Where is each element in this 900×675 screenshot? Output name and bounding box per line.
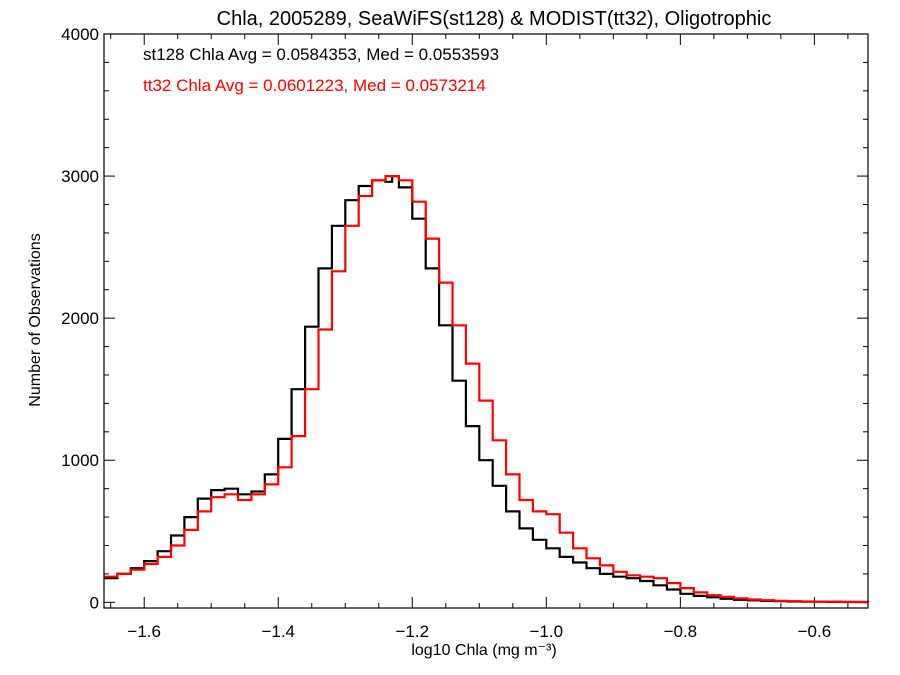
x-axis-label: log10 Chla (mg m⁻³) (411, 642, 556, 659)
x-tick-label: −1.6 (127, 622, 161, 641)
series-st128-line (104, 175, 870, 604)
plot-frame (103, 33, 869, 609)
y-tick-label: 2000 (61, 309, 99, 328)
x-tick-label: −0.8 (664, 622, 698, 641)
y-tick-label: 4000 (61, 25, 99, 44)
chart-title: Chla, 2005289, SeaWiFS(st128) & MODIST(t… (217, 8, 772, 30)
y-axis-label: Number of Observations (27, 233, 44, 406)
plot-series (104, 175, 870, 604)
y-tick-label: 1000 (61, 451, 99, 470)
x-tick-label: −0.6 (798, 622, 832, 641)
x-tick-label: −1.0 (530, 622, 564, 641)
x-tick-label: −1.2 (395, 622, 429, 641)
annotation-tt32: tt32 Chla Avg = 0.0601223, Med = 0.05732… (143, 76, 486, 95)
y-tick-label: 3000 (61, 167, 99, 186)
y-tick-label: 0 (90, 593, 99, 612)
annotation-st128: st128 Chla Avg = 0.0584353, Med = 0.0553… (143, 45, 499, 64)
series-tt32-line (104, 175, 870, 604)
axis-ticks: −1.6 −1.4 −1.2 −1.0 −0.8 −0.6 0 1000 2000 3000 400… (61, 25, 868, 641)
x-tick-label: −1.4 (261, 622, 295, 641)
